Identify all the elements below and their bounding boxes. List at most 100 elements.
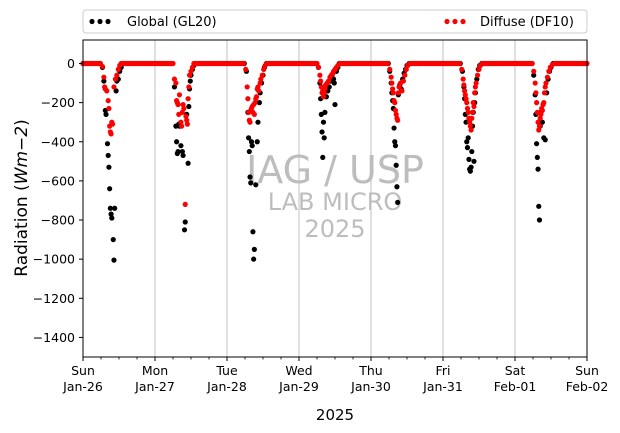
- x-tick-label-date: Feb-02: [566, 379, 609, 394]
- y-tick-label: −200: [41, 95, 75, 110]
- data-point: [536, 217, 543, 223]
- data-point: [251, 111, 257, 117]
- data-point: [542, 84, 548, 90]
- data-point: [251, 246, 257, 252]
- data-point: [179, 148, 185, 155]
- data-point: [402, 72, 408, 78]
- data-point: [182, 219, 188, 225]
- data-point: [470, 100, 476, 106]
- data-point: [461, 82, 467, 88]
- data-point: [182, 201, 188, 207]
- data-point: [185, 160, 191, 166]
- data-point: [315, 64, 322, 70]
- data-point: [254, 139, 260, 145]
- data-point: [462, 88, 468, 94]
- data-point: [473, 80, 479, 86]
- data-point: [253, 182, 259, 188]
- data-point: [243, 66, 249, 72]
- data-point: [541, 100, 547, 106]
- data-point: [464, 145, 471, 151]
- data-point: [109, 121, 116, 127]
- data-point: [99, 63, 106, 70]
- x-tick-label-date: Feb-01: [494, 379, 537, 394]
- data-point: [403, 66, 409, 72]
- data-point: [534, 154, 540, 161]
- data-point: [255, 84, 261, 90]
- data-point: [391, 125, 397, 131]
- data-point: [538, 111, 544, 117]
- data-point: [186, 103, 192, 110]
- data-point: [261, 66, 267, 72]
- data-point: [531, 68, 537, 74]
- data-point: [189, 64, 196, 70]
- y-tick-label: −400: [41, 134, 75, 149]
- y-tick-label: −800: [41, 213, 75, 228]
- data-point: [531, 72, 537, 78]
- data-point: [101, 74, 107, 80]
- data-point: [393, 111, 399, 117]
- data-point: [175, 148, 181, 155]
- legend-label-diffuse: Diffuse (DF10): [480, 15, 574, 30]
- legend: Global (GL20) Diffuse (DF10): [82, 9, 588, 34]
- data-point: [325, 78, 332, 84]
- data-point: [246, 148, 252, 155]
- data-point: [474, 72, 481, 78]
- data-point: [539, 107, 545, 114]
- data-point: [399, 88, 405, 94]
- data-point: [534, 141, 540, 147]
- data-point: [114, 72, 120, 78]
- data-point: [109, 215, 115, 221]
- x-tick-label-date: Jan-29: [278, 379, 319, 394]
- data-point: [542, 137, 548, 143]
- data-point: [331, 80, 337, 86]
- data-point: [468, 127, 474, 133]
- data-point: [106, 164, 112, 170]
- data-point: [469, 109, 476, 115]
- grid-lines: [154, 40, 516, 357]
- data-point: [322, 86, 328, 92]
- data-point: [390, 86, 396, 92]
- data-point: [532, 80, 538, 86]
- data-point: [115, 66, 121, 72]
- data-point: [459, 66, 465, 72]
- data-point: [544, 74, 551, 80]
- data-point: [467, 123, 473, 129]
- data-point: [463, 96, 469, 102]
- x-tick-label-date: Jan-27: [134, 379, 175, 394]
- data-point: [537, 115, 543, 121]
- data-point: [255, 119, 261, 125]
- x-tick-label-day: Thu: [358, 363, 382, 378]
- data-point: [536, 127, 542, 133]
- data-point: [175, 101, 181, 108]
- data-point: [464, 100, 470, 106]
- data-point: [249, 143, 255, 149]
- data-point: [536, 123, 543, 129]
- data-point: [256, 88, 262, 94]
- data-point: [395, 199, 401, 206]
- y-tick-label: −1400: [33, 330, 75, 345]
- data-point: [252, 100, 258, 106]
- x-tick-label-date: Jan-30: [350, 379, 391, 394]
- data-point: [240, 60, 247, 67]
- x-tick-label-day: Fri: [436, 363, 451, 378]
- data-point: [472, 84, 478, 90]
- data-point: [460, 76, 466, 82]
- data-point: [314, 60, 320, 67]
- data-point: [320, 119, 327, 125]
- data-point: [535, 119, 541, 125]
- data-point: [180, 152, 186, 159]
- x-tick-label-day: Mon: [142, 363, 168, 378]
- data-point: [536, 203, 542, 209]
- data-point: [476, 66, 482, 72]
- data-point: [178, 119, 184, 125]
- data-point: [178, 143, 184, 149]
- data-point: [181, 105, 187, 112]
- data-point: [187, 78, 193, 84]
- data-point: [108, 211, 114, 217]
- data-point: [244, 84, 250, 90]
- y-tick-label: −600: [41, 173, 75, 188]
- x-tick-label-day: Sat: [505, 363, 526, 378]
- data-point: [107, 205, 113, 211]
- legend-marker-global: [89, 18, 111, 25]
